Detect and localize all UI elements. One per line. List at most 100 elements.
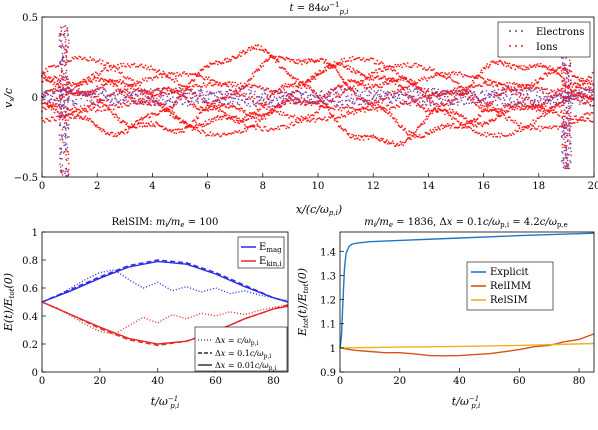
electron-particle [586, 95, 589, 98]
ion-particle [397, 78, 400, 81]
ion-particle [202, 68, 205, 71]
ion-particle [419, 96, 421, 99]
ion-particle [379, 140, 381, 142]
ion-particle [108, 108, 111, 111]
ion-particle [468, 75, 471, 78]
ion-particle [492, 60, 494, 62]
ion-particle [125, 66, 128, 68]
ion-particle [362, 139, 365, 141]
ion-particle [460, 73, 463, 76]
ion-particle [455, 81, 457, 83]
electron-particle [494, 91, 497, 94]
ion-particle [75, 108, 78, 111]
ion-particle [500, 132, 503, 135]
electron-particle [361, 91, 364, 93]
ion-particle [518, 85, 521, 88]
electron-particle [283, 89, 286, 91]
ion-particle [255, 112, 258, 115]
ion-particle [150, 104, 153, 107]
electron-particle [193, 102, 195, 104]
ion-particle [297, 117, 300, 120]
ion-particle [121, 71, 123, 74]
electron-particle [545, 95, 547, 98]
ion-particle [358, 56, 361, 59]
ion-particle [296, 59, 298, 61]
ion-particle [83, 116, 86, 119]
ion-particle [252, 46, 255, 49]
electron-particle [437, 94, 439, 97]
ion-particle [428, 109, 431, 112]
ion-particle [262, 49, 265, 52]
electron-particle [108, 104, 111, 106]
ion-particle [178, 131, 181, 134]
ion-particle [309, 60, 312, 63]
ion-particle [361, 82, 364, 84]
ion-particle [443, 126, 446, 129]
electron-particle [514, 103, 517, 105]
ion-particle [46, 118, 49, 121]
ion-particle [85, 81, 88, 84]
ion-particle [375, 62, 377, 65]
ion-particle [474, 95, 477, 97]
electron-particle [495, 95, 498, 97]
ion-particle [394, 145, 397, 148]
ion-particle [306, 120, 308, 122]
electron-particle [398, 97, 401, 100]
ion-particle [462, 115, 465, 118]
ion-particle [495, 84, 497, 87]
ion-particle [215, 105, 218, 107]
ion-particle [471, 119, 474, 122]
ion-particle [347, 64, 350, 67]
ion-particle [542, 64, 545, 67]
ion-particle [314, 121, 317, 123]
ion-particle [382, 137, 384, 140]
ion-particle [573, 121, 576, 124]
ion-particle [242, 117, 244, 120]
electron-particle [450, 99, 453, 101]
electron-particle [341, 99, 344, 102]
ion-particle [281, 124, 283, 127]
ion-particle [500, 108, 503, 110]
ion-particle [209, 122, 212, 125]
ion-particle [238, 117, 241, 120]
ion-particle [457, 113, 460, 116]
ion-particle [179, 117, 182, 120]
ion-particle [558, 115, 561, 117]
electron-particle [520, 93, 522, 95]
electron-particle [354, 102, 356, 104]
ion-particle [172, 116, 175, 118]
electron-particle [251, 95, 254, 98]
ion-particle [133, 90, 136, 92]
ion-particle [553, 94, 555, 97]
electron-particle [323, 99, 325, 102]
electron-particle [223, 96, 226, 98]
ion-particle [179, 90, 181, 93]
electron-particle [413, 96, 415, 98]
ion-particle [52, 87, 55, 90]
ion-particle [384, 68, 387, 71]
ion-particle [452, 80, 455, 83]
electron-particle [530, 87, 533, 90]
ion-particle [290, 74, 293, 77]
ion-particle [281, 100, 283, 102]
ion-particle [380, 70, 383, 73]
ion-particle [297, 121, 300, 124]
ion-particle [481, 104, 484, 107]
electron-particle [69, 92, 71, 94]
electron-particle [109, 101, 112, 104]
ion-particle [117, 106, 119, 108]
ion-particle [68, 116, 71, 119]
ion-particle [72, 114, 74, 116]
ion-particle [445, 102, 448, 105]
electron-particle [400, 91, 403, 93]
ion-particle [173, 91, 176, 94]
electron-particle [481, 90, 484, 92]
electron-particle [316, 100, 318, 103]
electron-particle [98, 93, 100, 96]
ion-particle [137, 65, 140, 68]
ion-particle [495, 108, 497, 111]
ion-particle [281, 114, 283, 117]
ion-particle [458, 126, 461, 128]
ion-particle [581, 87, 583, 89]
ion-particle [65, 59, 68, 61]
